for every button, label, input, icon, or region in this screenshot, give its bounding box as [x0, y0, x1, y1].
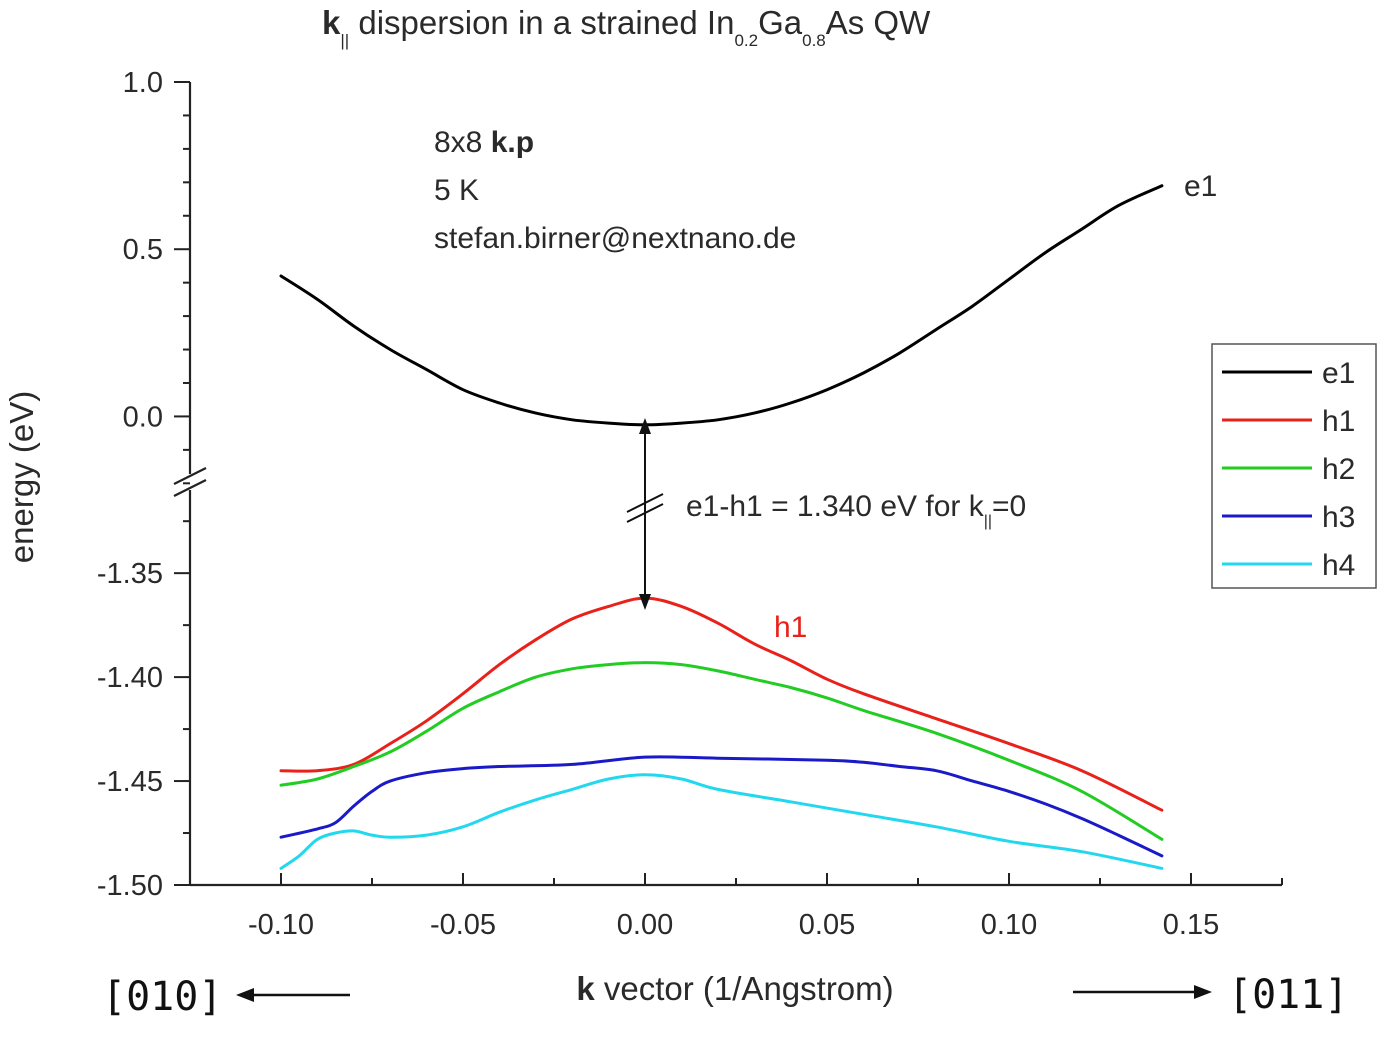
series-line-h2 [279, 661, 1164, 841]
y-tick-label: -1.50 [97, 870, 163, 902]
temperature-annotation: 5 K [434, 174, 479, 207]
gap-break-mark-1 [626, 493, 664, 513]
x-tick-label: -0.10 [248, 909, 314, 941]
legend-label-h2: h2 [1322, 453, 1355, 486]
gap-sub: || [984, 513, 992, 530]
right-arrow-icon [1073, 985, 1212, 999]
y-axis-break-mark-1 [173, 467, 207, 485]
y-tick-label: 1.0 [123, 67, 163, 99]
x-axis-label-rest: vector (1/Angstrom) [595, 970, 894, 1007]
gap-arrow-head-top [639, 418, 651, 434]
gap-suffix: =0 [992, 490, 1026, 523]
gap-arrow [626, 418, 664, 610]
legend-label-e1: e1 [1322, 357, 1355, 390]
gap-break-mark-2 [626, 503, 664, 523]
title-bold-prefix: k [322, 4, 341, 41]
e1-curve-label: e1 [1184, 170, 1217, 203]
method-prefix: 8x8 [434, 126, 491, 159]
gap-arrow-head-bottom [639, 594, 651, 610]
title-text1: dispersion in a strained In [349, 4, 734, 41]
y-axis-label: energy (eV) [3, 391, 40, 563]
x-axis-label-bold: k [576, 970, 595, 1007]
method-annotation: 8x8 k.p [434, 126, 534, 159]
legend: e1 h1 h2 h3 h4 [1211, 343, 1377, 589]
title-sub2: 0.8 [802, 31, 826, 50]
x-tick-label: 0.00 [617, 909, 673, 941]
legend-box [1211, 343, 1377, 589]
legend-label-h4: h4 [1322, 549, 1355, 582]
legend-label-h3: h3 [1322, 501, 1355, 534]
y-tick-label: -1.45 [97, 766, 163, 798]
y-tick-label: -1.40 [97, 662, 163, 694]
y-tick-label: 0.0 [123, 401, 163, 433]
title-text2: Ga [758, 4, 803, 41]
direction-right-label: [011] [1228, 972, 1348, 1018]
direction-left-label: [010] [102, 974, 222, 1020]
ticks: -0.10 -0.05 0.00 0.05 0.10 0.15 1.0 0.5 0.0 -1.35… [97, 67, 1283, 941]
x-tick-label: 0.10 [981, 909, 1037, 941]
y-tick-label: 0.5 [123, 234, 163, 266]
axes [173, 82, 1282, 887]
legend-items: e1 h1 h2 h3 h4 [1222, 357, 1355, 582]
series-line-h4 [279, 773, 1164, 870]
contact-annotation: stefan.birner@nextnano.de [434, 222, 796, 255]
x-tick-label: -0.05 [430, 909, 496, 941]
x-axis-label: k vector (1/Angstrom) [576, 970, 893, 1007]
gap-prefix: e1-h1 = 1.340 eV for k [686, 490, 985, 523]
gap-annotation: e1-h1 = 1.340 eV for k||=0 [686, 490, 1026, 530]
series-line-h1 [279, 596, 1164, 812]
method-bold: k.p [491, 126, 534, 159]
chart-title: k|| dispersion in a strained In0.2Ga0.8A… [322, 4, 931, 50]
x-tick-label: 0.15 [1163, 909, 1219, 941]
x-tick-label: 0.05 [799, 909, 855, 941]
y-axis-break-mark-2 [173, 479, 207, 497]
legend-label-h1: h1 [1322, 405, 1355, 438]
title-prefix-sub: || [340, 31, 349, 50]
series-line-h3 [279, 755, 1164, 858]
curves [279, 184, 1164, 870]
left-arrow-icon [236, 988, 350, 1002]
h1-curve-label: h1 [774, 611, 807, 644]
title-text3: As QW [826, 4, 931, 41]
title-sub1: 0.2 [734, 31, 758, 50]
y-tick-label: -1.35 [97, 558, 163, 590]
series-line-e1 [279, 184, 1164, 427]
